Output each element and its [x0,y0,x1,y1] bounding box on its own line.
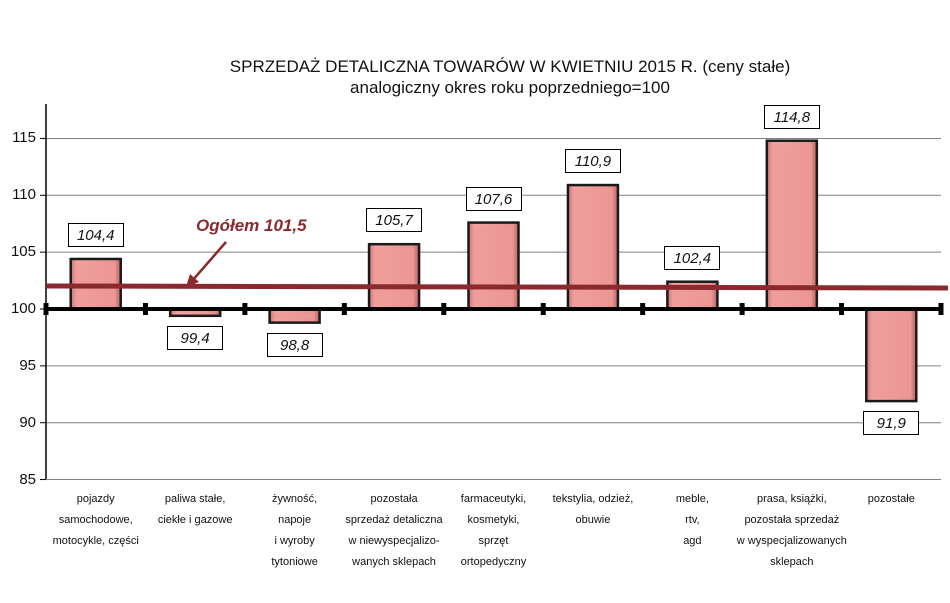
category-label-line: samochodowe, [58,514,133,526]
baseline-tick [142,303,148,315]
baseline-tick [540,303,546,315]
bar-highlight [473,226,514,305]
chart-title-main: SPRZEDAŻ DETALICZNA TOWARÓW W KWIETNIU 2… [229,57,791,76]
category-label-line: i wyroby [274,535,315,547]
baseline-tick [43,303,49,315]
value-label: 102,4 [664,245,721,270]
category-label-line: w niewyspecjalizo- [348,535,440,547]
category-label-line: ortopedyczny [460,556,527,568]
overall-reference-line [45,283,949,291]
value-label: 99,4 [167,325,224,350]
bar-highlight [274,313,315,319]
value-label: 107,6 [465,186,522,211]
bar-highlight [374,248,415,305]
category-label-line: pozostała [370,493,418,505]
category-label-line: sklepach [770,556,814,568]
category-label: farmaceutyki, kosmetyki, sprzęt ortopedyczn… [429,489,559,573]
category-label: pozostałe [826,489,950,510]
y-tick-label: 100 [10,300,36,317]
category-label-line: pozostała sprzedaż [744,514,840,526]
category-label: paliwa stałe, ciekłe i gazowe [130,489,260,531]
baseline-tick [242,303,248,315]
baseline-tick [739,303,745,315]
baseline-tick [938,303,944,315]
category-label-line: pozostałe [867,493,915,505]
y-tick-label: 90 [19,413,36,431]
category-label-line: sprzedaż detaliczna [345,514,443,526]
category-label-line: farmaceutyki, [460,493,527,505]
y-tick-label: 95 [19,356,36,374]
category-label-line: tekstylia, odzież, [552,493,634,505]
category-label: meble, rtv, agd [627,489,757,552]
pointer-arrow-icon [191,241,227,282]
y-tick-label: 110 [12,186,36,204]
value-label: 105,7 [366,208,423,233]
baseline-tick [341,303,347,315]
category-label-line: wanych sklepach [352,556,436,568]
category-label-line: żywność, [271,493,318,505]
baseline-tick [640,303,646,315]
bar-highlight [771,144,812,305]
value-label: 114,8 [763,104,820,129]
category-label-line: agd [683,535,702,547]
baseline-tick [441,303,447,315]
value-label: 104,4 [67,222,124,247]
chart-title: SPRZEDAŻ DETALICZNA TOWARÓW W KWIETNIU 2… [0,56,950,98]
value-label: 98,8 [266,332,323,357]
category-label: tekstylia, odzież, obuwie [528,489,658,531]
category-label-line: obuwie [575,514,611,526]
category-label-line: kosmetyki, [467,514,520,526]
baseline-tick [839,303,845,315]
y-tick-label: 105 [10,243,36,261]
value-label: 110,9 [564,149,621,174]
category-label: żywność, napoje i wyroby tytoniowe [230,489,360,573]
category-label-line: motocykle, części [52,535,139,547]
y-tick-label: 85 [19,470,36,488]
category-label: pojazdy samochodowe, motocykle, części [31,489,161,552]
value-label: 91,9 [863,411,920,436]
bar-highlight [672,285,713,305]
category-label-line: napoje [278,514,312,526]
category-label-line: tytoniowe [271,556,318,568]
arrow-head-icon [186,274,199,287]
category-label: prasa, książki, pozostała sprzedaż w wyspe… [727,489,857,573]
y-tick-label: 115 [12,129,36,147]
chart-subtitle: analogiczny okres roku poprzedniego=100 [350,78,670,97]
category-label-line: paliwa stałe, [164,493,226,505]
bar-highlight [871,313,912,398]
category-label-line: sprzęt [478,535,509,547]
overall-reference-label: Ogółem 101,5 [196,216,307,235]
category-label-line: pojazdy [76,493,115,505]
category-label-line: w wyspecjalizowanych [736,535,847,547]
category-label-line: meble, [675,493,709,505]
category-label-line: prasa, książki, [756,493,827,505]
category-label-line: rtv, [685,514,700,526]
category-label: pozostała sprzedaż detaliczna w niewyspecj… [329,489,459,573]
category-label-line: ciekłe i gazowe [157,514,233,526]
